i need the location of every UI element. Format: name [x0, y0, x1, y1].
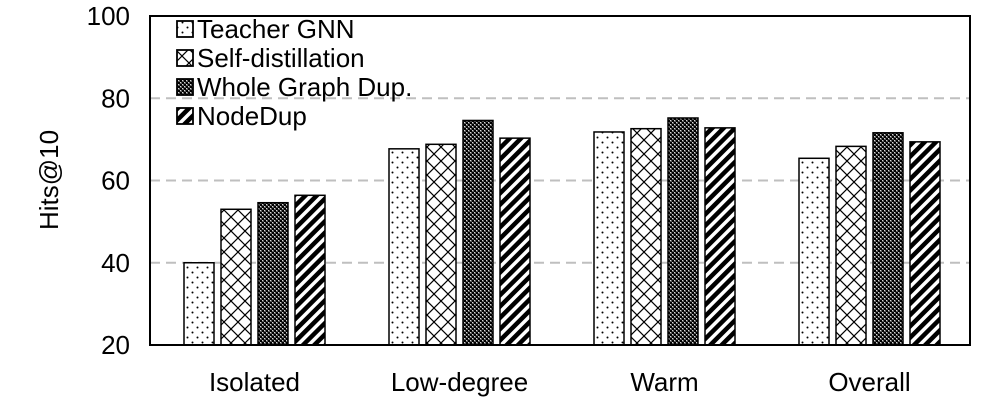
bars [183, 117, 941, 346]
legend-label: Teacher GNN [197, 14, 355, 44]
bar-warm-series-3 [704, 127, 736, 346]
y-tick-label: 40 [101, 248, 130, 278]
x-axis-ticks: Isolated Low-degree Warm Overall [209, 367, 911, 397]
bar-warm-series-1 [630, 127, 662, 346]
plot-frame [149, 15, 971, 346]
legend-swatch-3 [176, 107, 194, 125]
legend-label: NodeDup [197, 101, 307, 131]
bar-overall-series-3 [909, 141, 941, 346]
y-tick-label: 60 [101, 166, 130, 196]
legend-swatch-1 [176, 49, 194, 67]
bar-overall-series-1 [835, 145, 867, 346]
bar-overall-series-0 [798, 157, 830, 346]
y-tick-label: 80 [101, 83, 130, 113]
x-tick-label: Low-degree [391, 367, 528, 397]
bar-low-degree-series-3 [499, 137, 531, 346]
bar-low-degree-series-2 [462, 119, 494, 346]
legend-label: Whole Graph Dup. [197, 72, 412, 102]
x-tick-label: Overall [828, 367, 910, 397]
bar-warm-series-2 [667, 117, 699, 346]
y-axis-ticks: 20 40 60 80 100 [87, 1, 130, 360]
bar-low-degree-series-1 [425, 143, 457, 346]
bar-isolated-series-1 [220, 208, 252, 346]
bar-low-degree-series-0 [388, 148, 420, 346]
bar-isolated-series-3 [294, 194, 326, 346]
bar-overall-series-2 [872, 132, 904, 346]
legend-swatch-0 [176, 20, 194, 38]
y-tick-label: 100 [87, 1, 130, 31]
legend-label: Self-distillation [197, 43, 365, 73]
x-tick-label: Isolated [209, 367, 300, 397]
bar-warm-series-0 [593, 131, 625, 346]
x-tick-label: Warm [630, 367, 698, 397]
y-tick-label: 20 [101, 330, 130, 360]
legend-swatch-2 [176, 78, 194, 96]
bar-isolated-series-0 [183, 262, 215, 346]
y-axis-title: Hits@10 [34, 130, 64, 230]
bar-isolated-series-2 [257, 201, 289, 346]
